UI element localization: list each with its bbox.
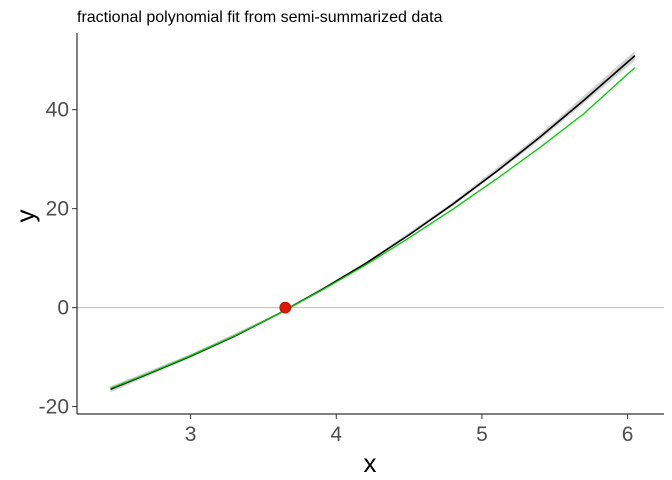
- true-curve-line: [110, 67, 636, 389]
- y-axis-title: y: [10, 210, 40, 223]
- x-tick-label: 6: [622, 423, 634, 446]
- x-tick-label: 4: [330, 423, 342, 446]
- y-tick-label: 0: [57, 297, 69, 320]
- y-tick-label: 40: [46, 99, 69, 122]
- y-tick-label: -20: [39, 396, 69, 419]
- chart-title: fractional polynomial fit from semi-summ…: [77, 9, 443, 26]
- x-tick-label: 5: [476, 423, 488, 446]
- plot-area: 3 4 5 6 -20 0 20 40: [39, 33, 664, 446]
- y-tick-label: 20: [46, 198, 69, 221]
- x-tick-label: 3: [185, 423, 197, 446]
- x-axis-title: x: [364, 448, 377, 478]
- data-point: [279, 301, 292, 314]
